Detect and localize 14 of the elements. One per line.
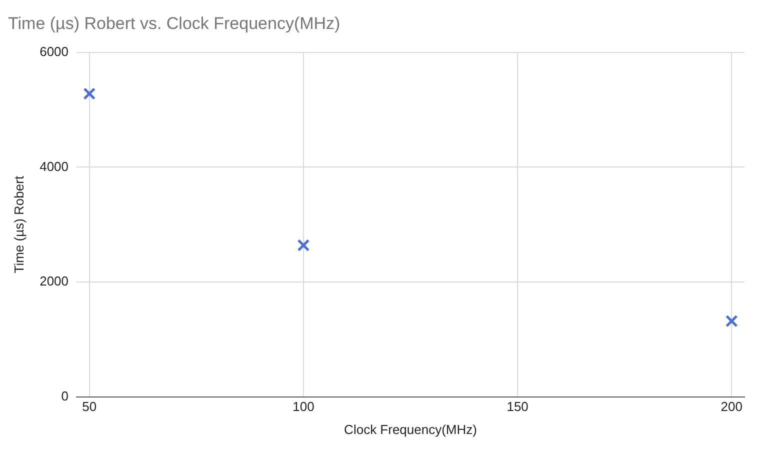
y-tick-label: 2000	[40, 274, 69, 289]
point	[725, 314, 738, 328]
y-tick-label: 0	[61, 388, 69, 404]
y-axis-title: Time (µs) Robert	[11, 176, 26, 274]
x-tick-label: 100	[292, 399, 314, 414]
point	[297, 239, 310, 252]
x-tick-label: 200	[720, 399, 743, 414]
x-axis-title: Clock Frequency(MHz)	[344, 422, 477, 437]
x-tick-label: 50	[82, 399, 97, 414]
y-tick-label: 4000	[40, 158, 69, 174]
point	[83, 88, 96, 100]
x-tick-label: 150	[506, 399, 528, 414]
y-tick-label: 6000	[40, 44, 69, 59]
chart-title: Time (µs) Robert vs. Clock Frequency(MHz)	[8, 14, 340, 33]
